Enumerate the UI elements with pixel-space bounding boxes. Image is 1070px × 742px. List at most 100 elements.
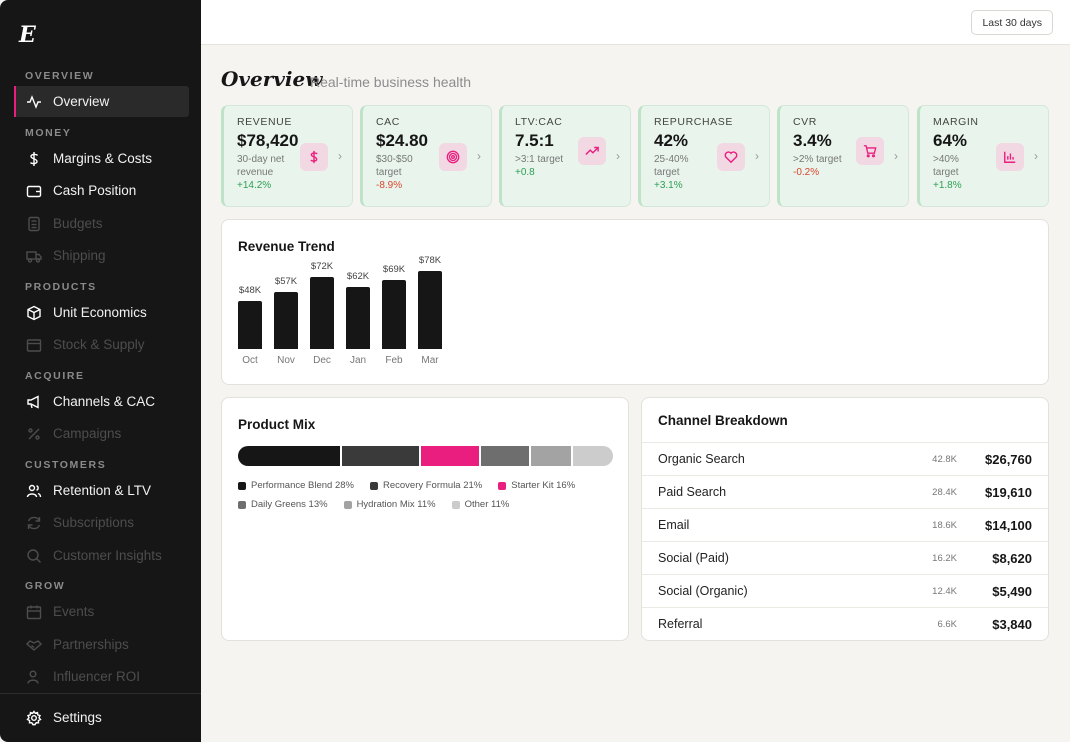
chart-bar[interactable] xyxy=(382,280,406,349)
chevron-right-icon: › xyxy=(755,149,759,163)
kpi-change: -0.2% xyxy=(793,167,820,178)
channel-name: Email xyxy=(658,518,690,532)
sidebar-item-influencer-roi[interactable]: Influencer ROI xyxy=(14,661,189,692)
package-icon xyxy=(26,337,42,353)
chart-data-label: $69K xyxy=(382,264,406,275)
channel-volume: 28.4K xyxy=(932,486,957,498)
channel-revenue: $19,610 xyxy=(985,484,1032,500)
revenue-trend-title: Revenue Trend xyxy=(238,239,335,254)
product-mix-segment[interactable] xyxy=(420,446,480,466)
section-label-grow: GROW xyxy=(25,580,66,592)
kpi-change: +14.2% xyxy=(237,180,272,191)
gear-icon xyxy=(26,709,42,726)
channel-revenue: $14,100 xyxy=(985,517,1032,533)
channel-revenue: $5,490 xyxy=(992,583,1032,599)
sidebar-item-budgets[interactable]: Budgets xyxy=(14,208,189,239)
sidebar-item-margins-costs[interactable]: Margins & Costs xyxy=(14,143,189,174)
channel-revenue: $3,840 xyxy=(992,616,1032,632)
sidebar-item-channels-cac[interactable]: Channels & CAC xyxy=(14,386,189,417)
channel-breakdown-card: Channel Breakdown Organic Search 42.8K $26… xyxy=(641,397,1049,641)
sidebar-item-label: Partnerships xyxy=(53,637,129,652)
sidebar-item-events[interactable]: Events xyxy=(14,596,189,627)
sidebar-item-label: Settings xyxy=(53,710,102,725)
product-mix-segment[interactable] xyxy=(342,446,419,466)
sidebar-item-label: Influencer ROI xyxy=(53,669,141,684)
sidebar: E OVERVIEW Overview MONEY Margins & Cost… xyxy=(0,0,201,742)
chart-bar[interactable] xyxy=(346,287,370,349)
kpi-card-repurchase[interactable]: REPURCHASE 42% 25-40% target +3.1% › xyxy=(638,105,770,207)
sidebar-item-customer-insights[interactable]: Customer Insights xyxy=(14,540,189,571)
legend-swatch xyxy=(343,500,352,509)
kpi-card-cvr[interactable]: CVR 3.4% >2% target -0.2% › xyxy=(777,105,909,207)
kpi-card-margin[interactable]: MARGIN 64% >40% target +1.8% › xyxy=(917,105,1049,207)
chart-bar[interactable] xyxy=(310,277,334,349)
brand-logo[interactable]: E xyxy=(19,22,36,48)
product-mix-legend: Performance Blend 28% Recovery Formula 21… xyxy=(238,480,618,510)
sidebar-item-settings[interactable]: Settings xyxy=(14,702,189,733)
kpi-target: 30-day net revenue xyxy=(237,154,285,178)
sidebar-item-subscriptions[interactable]: Subscriptions xyxy=(14,507,189,538)
chevron-right-icon: › xyxy=(338,149,342,163)
chevron-right-icon: › xyxy=(616,149,620,163)
table-row[interactable]: Email 18.6K $14,100 xyxy=(642,508,1048,541)
trending-up-icon xyxy=(578,137,606,165)
kpi-value: 3.4% xyxy=(793,131,832,150)
calendar-icon xyxy=(26,604,42,620)
table-row[interactable]: Social (Organic) 12.4K $5,490 xyxy=(642,574,1048,607)
chart-data-label: $48K xyxy=(238,285,262,296)
kpi-card-revenue[interactable]: REVENUE $78,420 30-day net revenue +14.2… xyxy=(221,105,353,207)
chevron-right-icon: › xyxy=(1034,149,1038,163)
chart-category-label: Dec xyxy=(313,355,331,366)
sidebar-item-overview[interactable]: Overview xyxy=(14,86,189,117)
kpi-label: CAC xyxy=(376,116,400,128)
kpi-target: >2% target xyxy=(793,154,842,165)
dollar-icon xyxy=(26,151,42,167)
chart-bar[interactable] xyxy=(238,301,262,349)
kpi-target: $30-$50 target xyxy=(376,154,413,178)
product-mix-segment[interactable] xyxy=(572,446,613,466)
chart-data-label: $78K xyxy=(418,255,442,266)
sidebar-item-label: Retention & LTV xyxy=(53,483,152,498)
kpi-value: 64% xyxy=(933,131,968,150)
channel-volume: 6.6K xyxy=(937,618,957,630)
kpi-value: 42% xyxy=(654,131,689,150)
megaphone-icon xyxy=(26,394,42,410)
channel-revenue: $8,620 xyxy=(992,550,1032,566)
sidebar-item-shipping[interactable]: Shipping xyxy=(14,240,189,271)
section-label-money: MONEY xyxy=(25,127,72,139)
sidebar-item-partnerships[interactable]: Partnerships xyxy=(14,629,189,660)
kpi-card-ltv-cac[interactable]: LTV:CAC 7.5:1 >3:1 target +0.8 › xyxy=(499,105,631,207)
page-title: Overview xyxy=(221,67,323,91)
sidebar-item-unit-economics[interactable]: Unit Economics xyxy=(14,297,189,328)
sidebar-item-cash-position[interactable]: Cash Position xyxy=(14,175,189,206)
legend-swatch xyxy=(238,481,246,490)
section-label-acquire: ACQUIRE xyxy=(25,370,85,382)
product-mix-segment[interactable] xyxy=(530,446,571,466)
table-row[interactable]: Referral 6.6K $3,840 xyxy=(642,607,1048,640)
kpi-label: REPURCHASE xyxy=(654,116,733,128)
table-row[interactable]: Organic Search 42.8K $26,760 xyxy=(642,442,1048,475)
section-label-products: PRODUCTS xyxy=(25,281,97,293)
channel-revenue: $26,760 xyxy=(985,451,1032,467)
product-mix-segment[interactable] xyxy=(481,446,529,466)
chart-bar[interactable] xyxy=(274,292,298,349)
kpi-value: $24.80 xyxy=(376,131,428,150)
sidebar-item-stock-supply[interactable]: Stock & Supply xyxy=(14,329,189,360)
dollar-icon xyxy=(300,143,328,171)
table-row[interactable]: Paid Search 28.4K $19,610 xyxy=(642,475,1048,508)
chart-category-label: Oct xyxy=(242,355,258,366)
kpi-target: 25-40% target xyxy=(654,154,689,178)
chart-bar[interactable] xyxy=(418,271,442,349)
legend-label: Other 11% xyxy=(464,499,510,510)
product-mix-segment[interactable] xyxy=(238,446,341,466)
kpi-label: CVR xyxy=(793,116,817,128)
kpi-card-cac[interactable]: CAC $24.80 $30-$50 target -8.9% › xyxy=(360,105,492,207)
sidebar-item-campaigns[interactable]: Campaigns xyxy=(14,418,189,449)
kpi-label: REVENUE xyxy=(237,116,292,128)
channel-volume: 42.8K xyxy=(932,453,957,465)
legend-swatch xyxy=(369,481,378,490)
date-range-button[interactable]: Last 30 days xyxy=(971,10,1053,35)
channel-volume: 18.6K xyxy=(932,519,957,531)
table-row[interactable]: Social (Paid) 16.2K $8,620 xyxy=(642,541,1048,574)
sidebar-item-retention-ltv[interactable]: Retention & LTV xyxy=(14,475,189,506)
